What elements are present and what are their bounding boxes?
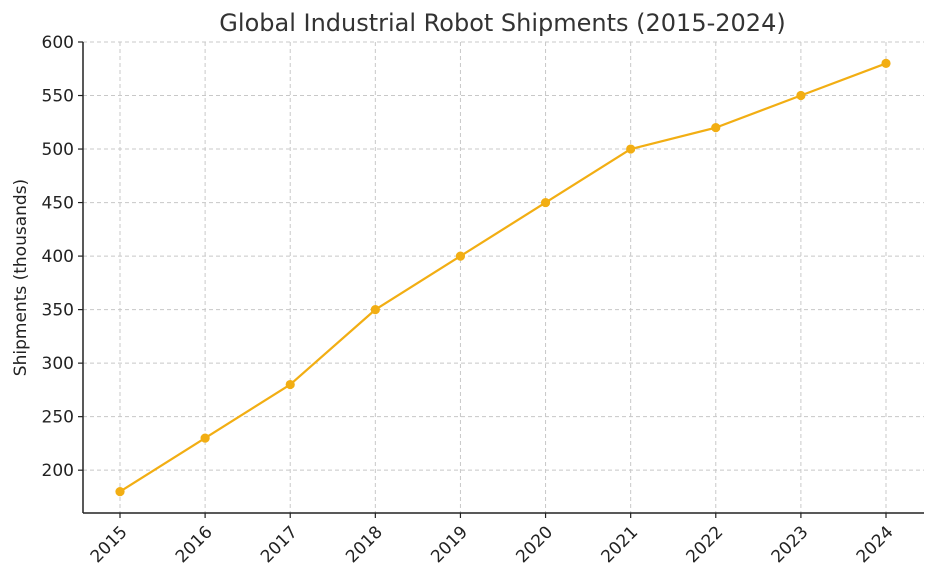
series-layer [115,58,891,497]
y-tick-label: 250 [42,408,74,428]
y-tick-label: 600 [42,33,74,53]
x-tick-label: 2017 [257,522,302,567]
y-tick-label: 550 [42,87,74,107]
x-tick-label: 2015 [87,522,132,567]
x-tick-label: 2022 [683,522,728,567]
axes-layer [82,42,924,514]
data-point [540,197,551,208]
x-tick-label: 2019 [427,522,472,567]
x-tick-label: 2024 [853,522,898,567]
y-tick-label: 500 [42,140,74,160]
x-tick-label: 2016 [172,522,217,567]
y-tick-layer: 200 250 300 350 400 450 500 550 600 [42,33,83,481]
x-tick-label: 2018 [342,522,387,567]
x-tick-label: 2023 [768,522,813,567]
y-tick-label: 300 [42,354,74,374]
x-tick-label: 2021 [597,522,642,567]
data-point [200,433,210,443]
y-tick-label: 200 [42,461,74,481]
y-tick-label: 450 [42,194,74,214]
data-point [711,123,721,133]
x-tick-label: 2020 [512,522,557,567]
data-point [455,251,466,261]
data-point [881,58,891,69]
data-point [285,379,295,390]
series-line [119,62,887,493]
y-tick-label: 350 [42,301,74,321]
data-point [370,305,380,315]
data-point [626,144,636,154]
data-point [115,486,125,497]
x-tick-layer: 2015 2016 2017 2018 2019 2020 2021 2022 2023 2024 [87,513,898,567]
grid-layer [83,41,924,513]
data-point [796,90,806,101]
y-axis-label: Shipments (thousands) [11,179,31,376]
chart-title: Global Industrial Robot Shipments (2015-… [219,9,785,37]
y-tick-label: 400 [42,247,74,267]
